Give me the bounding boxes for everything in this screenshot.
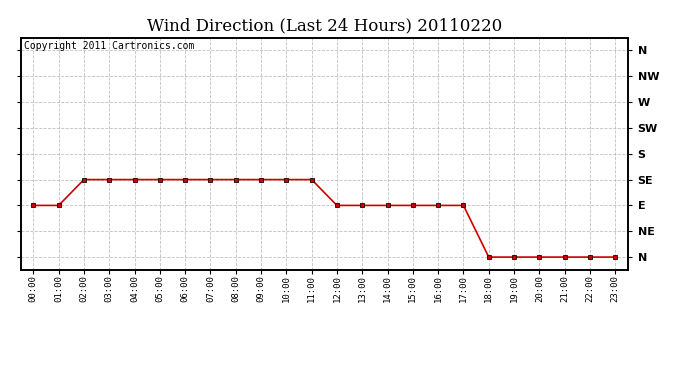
Title: Wind Direction (Last 24 Hours) 20110220: Wind Direction (Last 24 Hours) 20110220 [147, 18, 502, 34]
Text: Copyright 2011 Cartronics.com: Copyright 2011 Cartronics.com [23, 41, 194, 51]
